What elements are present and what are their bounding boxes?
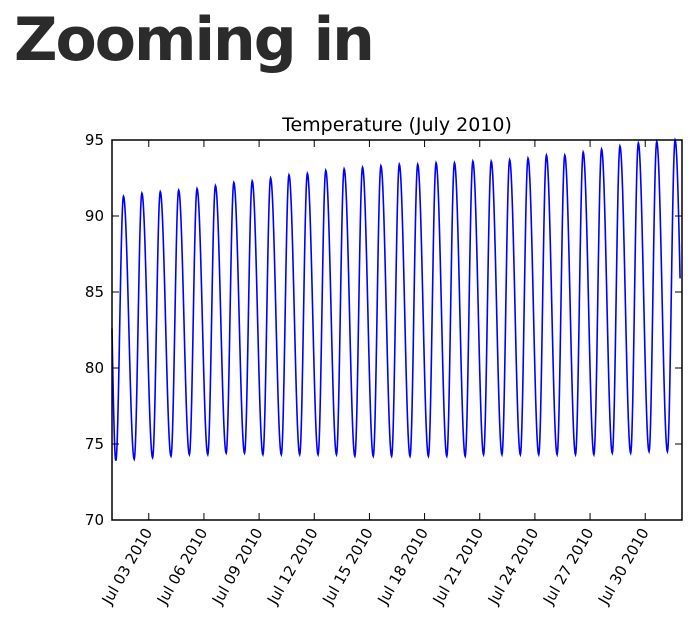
x-tick-label: Jul 24 2010 [484, 525, 543, 608]
x-tick-label: Jul 09 2010 [208, 525, 267, 608]
x-tick-label: Jul 12 2010 [263, 525, 322, 608]
y-tick-label: 80 [85, 359, 104, 377]
x-tick-label: Jul 15 2010 [318, 525, 377, 608]
x-tick-label: Jul 27 2010 [539, 525, 598, 608]
y-tick-label: 85 [85, 283, 104, 301]
y-tick-label: 90 [85, 207, 104, 225]
x-tick-label: Jul 18 2010 [374, 525, 433, 608]
x-tick-label: Jul 03 2010 [98, 525, 157, 608]
x-tick-label: Jul 06 2010 [153, 525, 212, 608]
x-tick-label: Jul 30 2010 [594, 525, 653, 608]
y-tick-label: 70 [85, 511, 104, 529]
x-tick-label: Jul 21 2010 [429, 525, 488, 608]
y-axis: 70 75 80 85 90 95 [85, 131, 682, 529]
chart-title: Temperature (July 2010) [281, 114, 512, 136]
y-tick-label: 95 [85, 131, 104, 149]
series-layer [111, 137, 681, 462]
page-heading: Zooming in [14, 5, 375, 75]
temperature-series-line [111, 137, 681, 462]
y-tick-label: 75 [85, 435, 104, 453]
plot-area-frame [111, 139, 683, 521]
